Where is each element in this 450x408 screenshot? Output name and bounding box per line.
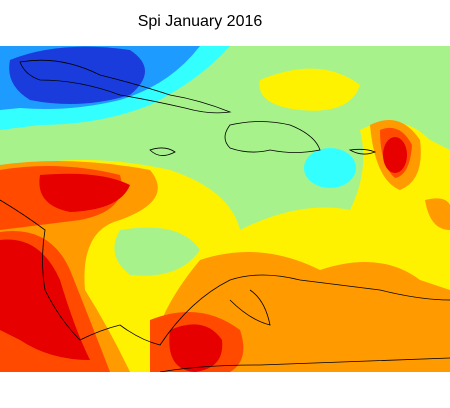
coastline [224, 121, 321, 153]
coastline [229, 289, 271, 326]
cool-spot [304, 148, 356, 188]
coastline [149, 147, 176, 156]
coastline [159, 357, 450, 372]
neutral-region [114, 227, 200, 276]
contour-fill [0, 46, 450, 372]
extreme-dry-core [0, 239, 90, 360]
extreme-dry-core [39, 173, 130, 212]
coastline [348, 148, 377, 155]
extreme-dry-core [169, 324, 223, 372]
map-title: Spi January 2016 [138, 13, 263, 30]
coastline [19, 59, 232, 114]
map-panel [0, 46, 450, 372]
warm-region [259, 68, 360, 111]
coastline [0, 199, 450, 346]
extreme-dry-core [383, 137, 407, 173]
dry-region [425, 198, 450, 230]
coastlines [0, 59, 450, 372]
cold-core [9, 46, 145, 104]
